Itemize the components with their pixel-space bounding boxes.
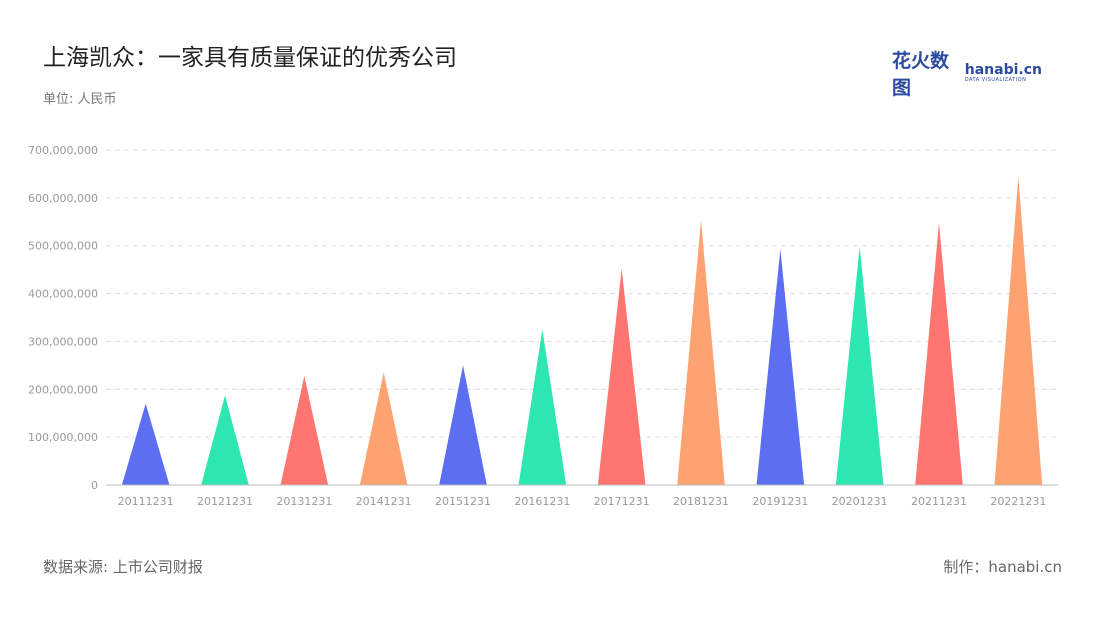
brand-logo: 花火数图 hanabi.cn DATA VISUALIZATION xyxy=(892,50,1042,99)
x-tick-label: 20111231 xyxy=(118,495,174,508)
logo-en-text: hanabi.cn xyxy=(964,61,1042,78)
y-tick-label: 600,000,000 xyxy=(28,192,98,205)
x-tick-label: 20191231 xyxy=(752,495,808,508)
bar-20131231[interactable] xyxy=(280,375,329,485)
y-tick-label: 700,000,000 xyxy=(28,144,98,157)
bar-20121231[interactable] xyxy=(201,395,249,485)
logo-cn-text: 花火数图 xyxy=(892,50,950,99)
bar-20191231[interactable] xyxy=(756,249,805,485)
bar-20111231[interactable] xyxy=(121,403,170,485)
bar-20151231[interactable] xyxy=(439,365,487,485)
logo-en-block: hanabi.cn DATA VISUALIZATION xyxy=(965,63,1042,84)
x-tick-label: 20141231 xyxy=(356,495,412,508)
x-tick-label: 20131231 xyxy=(276,495,332,508)
bar-20161231[interactable] xyxy=(518,329,567,485)
bar-20201231[interactable] xyxy=(835,246,884,485)
bar-20171231[interactable] xyxy=(597,268,646,485)
bar-20211231[interactable] xyxy=(915,222,963,485)
bars xyxy=(121,176,1043,486)
y-tick-label: 0 xyxy=(91,479,98,492)
x-tick-label: 20171231 xyxy=(594,495,650,508)
y-tick-label: 100,000,000 xyxy=(28,431,98,444)
unit-label: 单位: 人民币 xyxy=(43,92,117,107)
x-tick-label: 20161231 xyxy=(514,495,570,508)
x-tick-label: 20201231 xyxy=(832,495,888,508)
bar-20141231[interactable] xyxy=(359,372,408,485)
logo-sub-text: DATA VISUALIZATION xyxy=(964,76,1027,83)
chart-title: 上海凯众：一家具有质量保证的优秀公司 xyxy=(43,45,457,71)
x-tick-label: 20151231 xyxy=(435,495,491,508)
x-tick-label: 20211231 xyxy=(911,495,967,508)
y-tick-label: 300,000,000 xyxy=(28,335,98,348)
x-tick-label: 20221231 xyxy=(990,495,1046,508)
bar-20221231[interactable] xyxy=(994,176,1043,486)
credit-label: 制作：hanabi.cn xyxy=(943,558,1062,576)
y-tick-label: 500,000,000 xyxy=(28,240,98,253)
x-tick-label: 20181231 xyxy=(673,495,729,508)
x-tick-label: 20121231 xyxy=(197,495,253,508)
bar-20181231[interactable] xyxy=(677,220,725,485)
x-axis-tick-labels: 20111231 20121231 20131231 20141231 20151231… xyxy=(118,495,1047,508)
y-tick-label: 200,000,000 xyxy=(28,383,98,396)
grid-lines xyxy=(106,149,1058,438)
data-source: 数据来源: 上市公司财报 xyxy=(43,558,203,576)
y-axis-tick-labels: 0 100,000,000 200,000,000 300,000,000 400,00… xyxy=(28,144,98,492)
y-tick-label: 400,000,000 xyxy=(28,288,98,301)
